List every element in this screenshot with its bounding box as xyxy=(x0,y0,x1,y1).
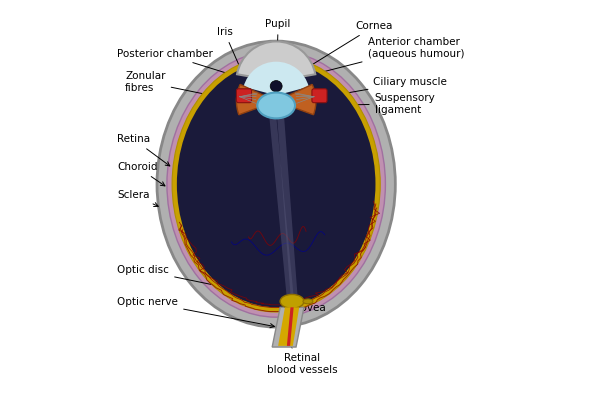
Text: Vitreous
humour: Vitreous humour xyxy=(226,149,271,170)
Polygon shape xyxy=(278,307,299,346)
Wedge shape xyxy=(276,84,316,115)
Text: Cornea: Cornea xyxy=(307,21,393,68)
Ellipse shape xyxy=(177,61,376,307)
Polygon shape xyxy=(272,307,304,347)
Text: Suspensory
ligament: Suspensory ligament xyxy=(320,93,436,115)
Text: Fovea: Fovea xyxy=(295,298,325,313)
Text: Sclera: Sclera xyxy=(117,190,158,206)
FancyBboxPatch shape xyxy=(236,89,251,103)
Ellipse shape xyxy=(172,56,380,312)
Text: Retinal
blood vessels: Retinal blood vessels xyxy=(266,338,337,375)
Wedge shape xyxy=(236,84,276,115)
Ellipse shape xyxy=(280,294,304,308)
FancyBboxPatch shape xyxy=(312,89,327,103)
Ellipse shape xyxy=(157,41,395,327)
Text: Anterior chamber
(aqueous humour): Anterior chamber (aqueous humour) xyxy=(296,37,464,80)
Text: Optic disc: Optic disc xyxy=(117,266,280,300)
Text: Lens: Lens xyxy=(262,100,286,110)
Text: Posterior chamber: Posterior chamber xyxy=(117,49,248,81)
Wedge shape xyxy=(244,62,309,96)
Text: Choroid: Choroid xyxy=(117,162,165,186)
Ellipse shape xyxy=(270,80,282,92)
Text: Hyaloid
canal: Hyaloid canal xyxy=(292,200,371,222)
Text: Iris: Iris xyxy=(217,27,249,88)
Wedge shape xyxy=(237,42,315,81)
Ellipse shape xyxy=(257,92,295,118)
Ellipse shape xyxy=(167,51,385,317)
Text: Optic nerve: Optic nerve xyxy=(117,297,274,328)
Text: Ciliary muscle: Ciliary muscle xyxy=(329,77,448,97)
Text: Zonular
fibres: Zonular fibres xyxy=(125,71,242,103)
Ellipse shape xyxy=(303,299,313,304)
Text: Retina: Retina xyxy=(117,134,170,166)
Text: Pupil: Pupil xyxy=(265,19,291,82)
Polygon shape xyxy=(287,307,293,346)
